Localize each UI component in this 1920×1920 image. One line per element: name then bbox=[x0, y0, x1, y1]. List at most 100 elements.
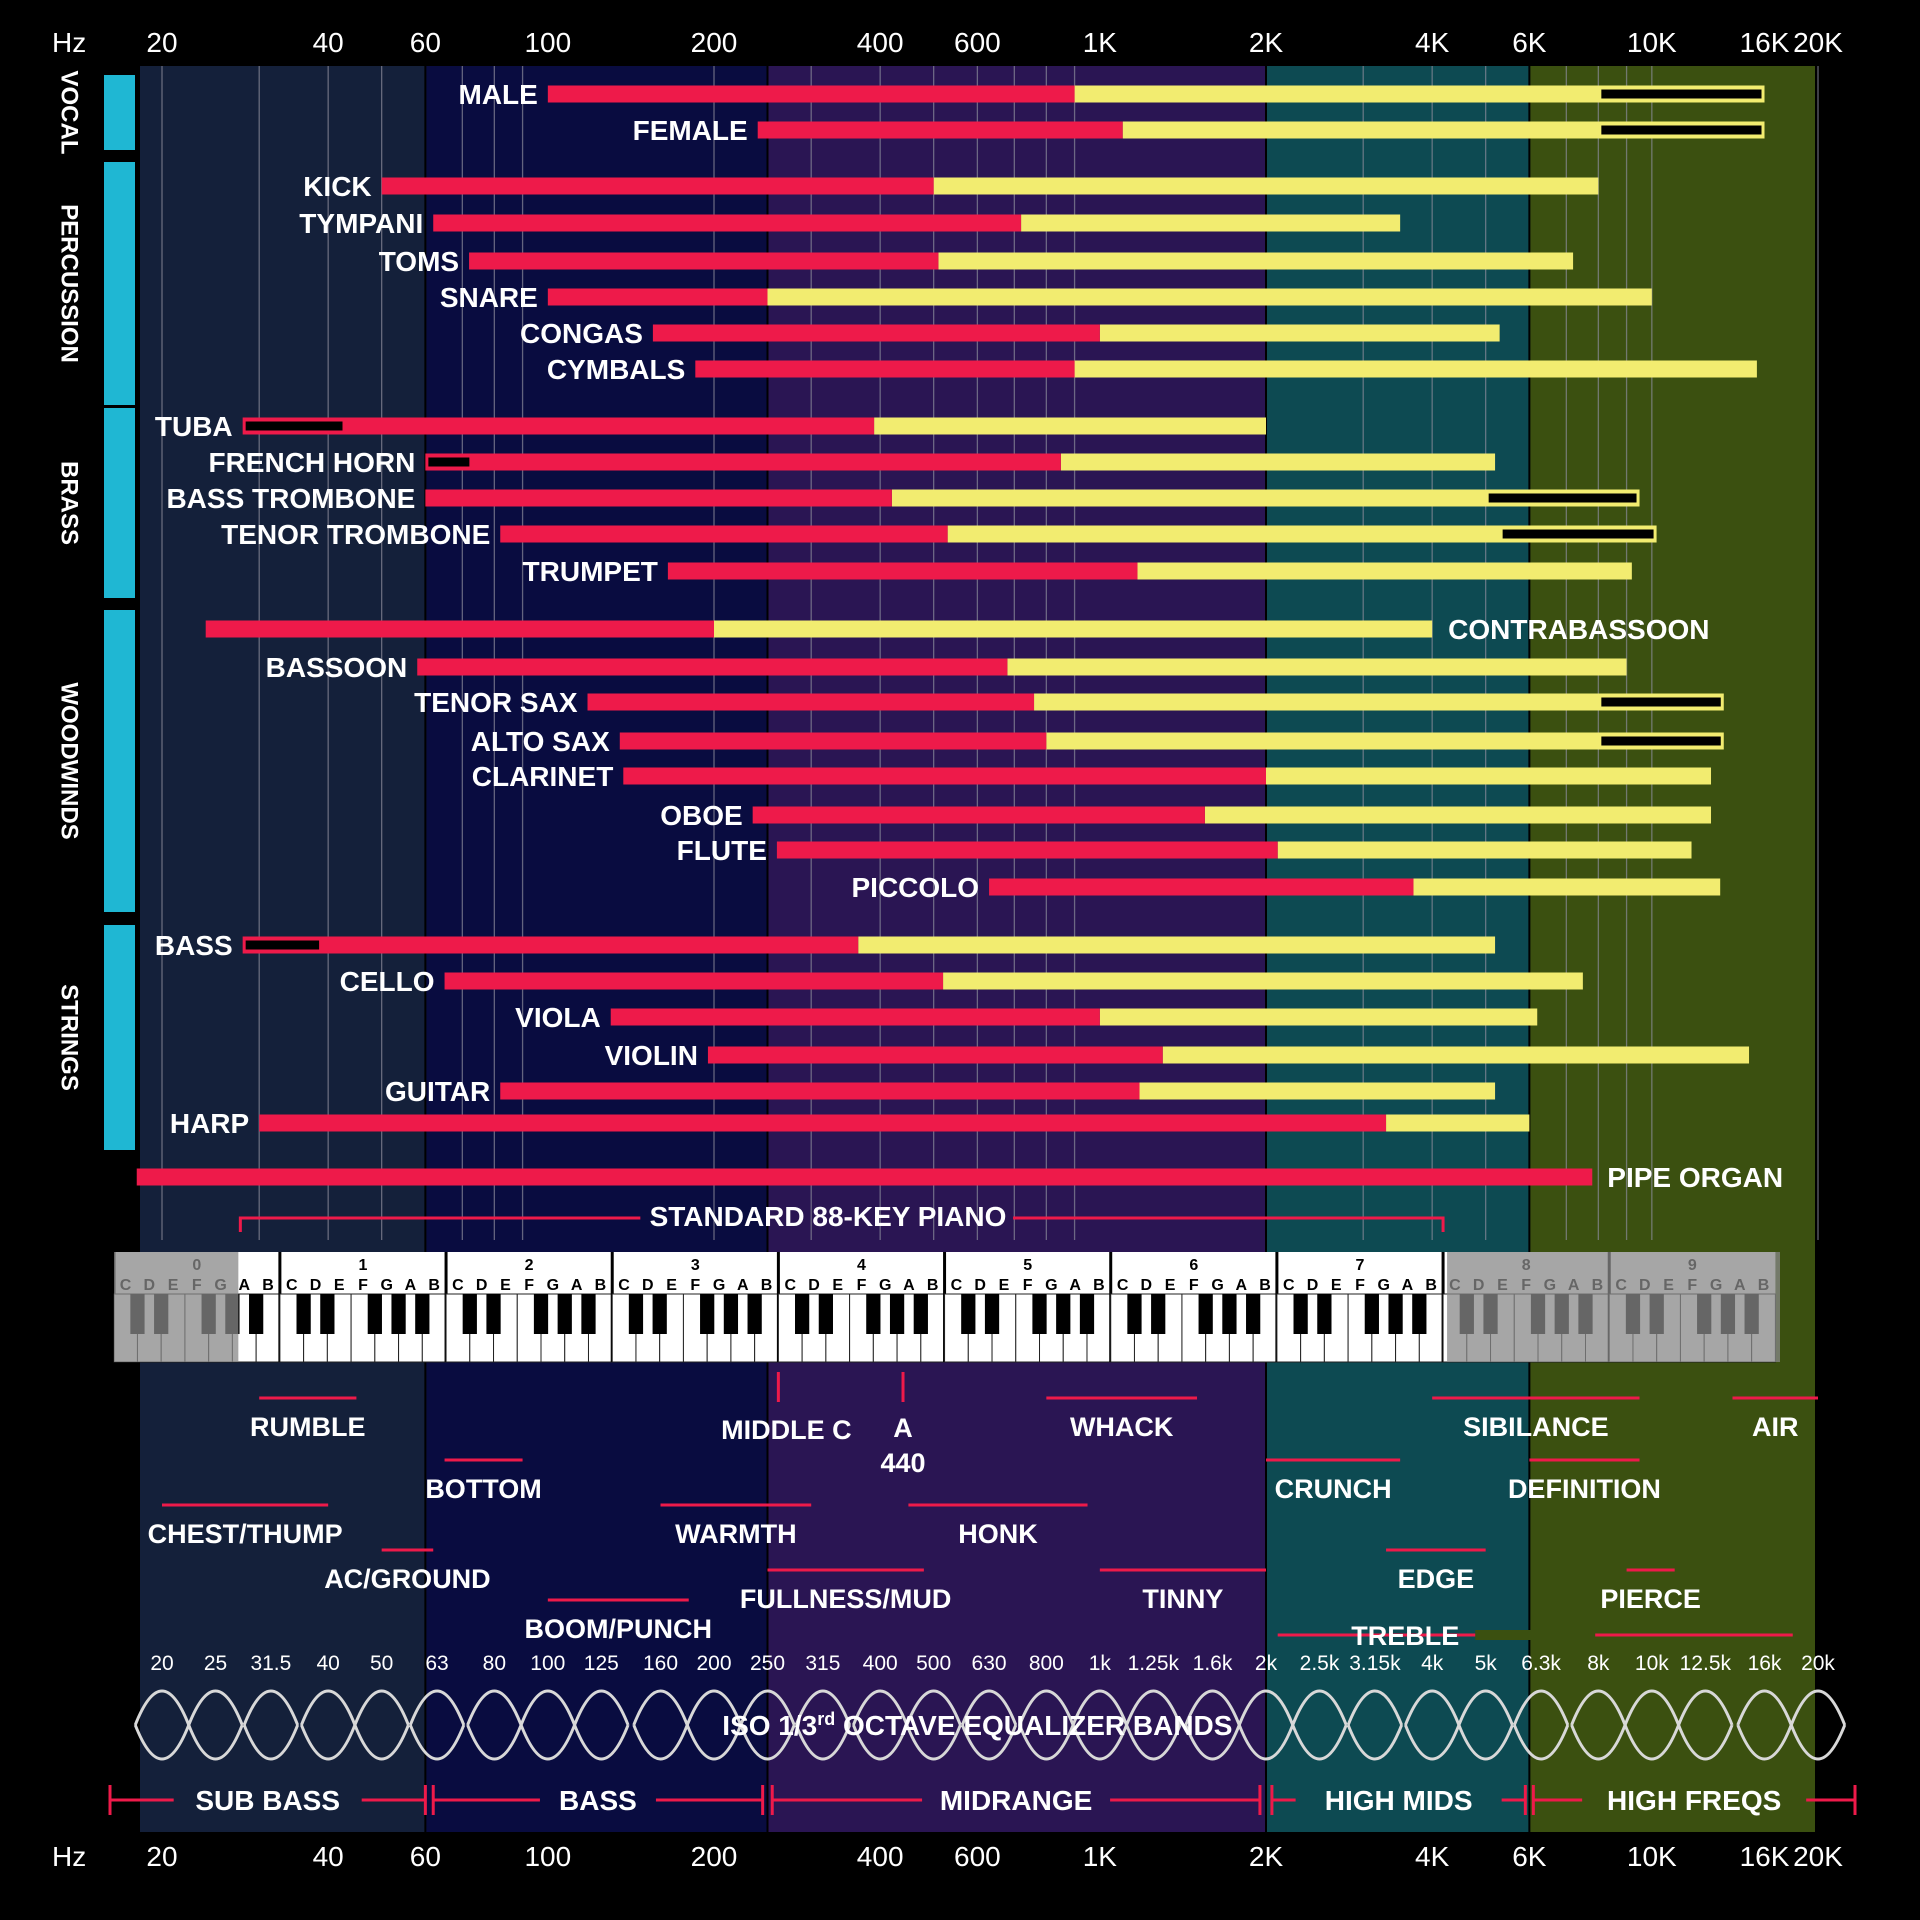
harmonics-bar bbox=[1074, 85, 1765, 103]
descriptor-honk: HONK bbox=[908, 1503, 1088, 1549]
black-key bbox=[533, 1294, 549, 1334]
category-label: STRINGS bbox=[56, 984, 83, 1091]
instrument-tenor-trombone: TENOR TROMBONE bbox=[221, 519, 1657, 550]
eq-band-label: 10k bbox=[1635, 1652, 1669, 1675]
octave-header bbox=[1110, 1252, 1277, 1294]
black-key bbox=[1364, 1294, 1379, 1334]
fundamental-bar bbox=[652, 324, 1100, 342]
bracket-sub-bass: SUB BASS bbox=[108, 1785, 427, 1816]
extended-range-bar bbox=[243, 419, 345, 433]
instrument-guitar: GUITAR bbox=[385, 1076, 1496, 1107]
descriptor-label: EDGE bbox=[1398, 1564, 1475, 1594]
octave-header bbox=[778, 1252, 945, 1294]
fundamental-bar bbox=[469, 252, 939, 270]
axis-unit-label-top: Hz bbox=[52, 27, 86, 58]
fundamental-bar bbox=[667, 562, 1138, 580]
harmonics-bar bbox=[891, 489, 1640, 507]
fundamental-bar bbox=[500, 525, 948, 543]
harmonics-bar bbox=[1139, 1082, 1496, 1100]
descriptor-label: AIR bbox=[1752, 1412, 1799, 1442]
eq-title-rest: OCTAVE EQUALIZER BANDS bbox=[835, 1710, 1232, 1741]
axis-tick-label: 2K bbox=[1249, 1841, 1284, 1872]
instrument-alto-sax: ALTO SAX bbox=[471, 726, 1724, 757]
harmonics-bar bbox=[1386, 1114, 1530, 1132]
axis-tick-label: 600 bbox=[954, 1841, 1001, 1872]
note-letter: D bbox=[1307, 1277, 1319, 1294]
fundamental-bar bbox=[547, 288, 768, 306]
fundamental-bar bbox=[381, 177, 934, 195]
octave-number: 1 bbox=[359, 1257, 368, 1274]
note-letter: B bbox=[1425, 1277, 1437, 1294]
note-letter: B bbox=[761, 1277, 773, 1294]
top-axis: Hz 20 40 60 100 200 400 600 1K 2K 4K 6K 10K 16K 20K bbox=[52, 27, 1843, 58]
instrument-kick: KICK bbox=[303, 171, 1599, 202]
fundamental-bar bbox=[695, 360, 1075, 378]
a440-label: A bbox=[893, 1413, 913, 1443]
note-letter: D bbox=[1141, 1277, 1153, 1294]
axis-tick-label: 4K bbox=[1415, 27, 1450, 58]
bracket-label: BASS bbox=[559, 1785, 637, 1816]
instrument-label: FLUTE bbox=[677, 835, 767, 866]
piano-bracket-right bbox=[1013, 1216, 1445, 1232]
descriptor-label: DEFINITION bbox=[1508, 1474, 1661, 1504]
instrument-label: TUBA bbox=[155, 411, 233, 442]
instrument-label: CELLO bbox=[340, 966, 435, 997]
note-letter: E bbox=[999, 1277, 1010, 1294]
octave-header bbox=[279, 1252, 447, 1294]
descriptor-label: CHEST/THUMP bbox=[148, 1519, 343, 1549]
instrument-label: TOMS bbox=[379, 246, 459, 277]
black-key bbox=[1079, 1294, 1095, 1334]
extended-range-bar bbox=[243, 938, 322, 952]
instrument-label: FEMALE bbox=[633, 115, 748, 146]
note-letter: G bbox=[879, 1277, 891, 1294]
instrument-label: CONGAS bbox=[520, 318, 643, 349]
instrument-male: MALE bbox=[459, 79, 1765, 110]
black-key bbox=[1246, 1294, 1261, 1334]
note-letter: B bbox=[428, 1277, 440, 1294]
harmonics-bar bbox=[933, 177, 1599, 195]
descriptor-label: TINNY bbox=[1142, 1584, 1223, 1614]
fundamental-bar bbox=[500, 1082, 1140, 1100]
eq-band-label: 315 bbox=[805, 1652, 840, 1675]
fundamental-bar bbox=[707, 1046, 1163, 1064]
black-key bbox=[628, 1294, 644, 1334]
instrument-label: SNARE bbox=[440, 282, 538, 313]
harmonics-bar bbox=[943, 972, 1583, 990]
eq-bands: 20 25 31.5 40 50 63 80 100 125 160 200 250 315 400 500… bbox=[133, 1652, 1847, 1761]
eq-band-label: 630 bbox=[972, 1652, 1007, 1675]
axis-tick-label: 10K bbox=[1627, 1841, 1677, 1872]
instrument-label: BASS bbox=[155, 930, 233, 961]
axis-tick-label: 60 bbox=[410, 27, 441, 58]
eq-band-label: 400 bbox=[863, 1652, 898, 1675]
instrument-female: FEMALE bbox=[633, 115, 1765, 146]
fundamental-bar bbox=[776, 841, 1278, 859]
black-key bbox=[391, 1294, 406, 1334]
extended-range-bar bbox=[1599, 734, 1723, 748]
black-key bbox=[1127, 1294, 1142, 1334]
range-brackets: SUB BASS BASS MIDRANGE HIGH MIDS HIGH FREQS bbox=[108, 1785, 1857, 1816]
black-key bbox=[367, 1294, 382, 1334]
piano-octave-7: 7 C D E F G A B bbox=[1275, 1252, 1444, 1363]
piano-octave-2: 2 C D E F G A B bbox=[444, 1252, 613, 1363]
descriptor-definition: DEFINITION bbox=[1508, 1458, 1661, 1504]
descriptor-label: AC/GROUND bbox=[324, 1564, 491, 1594]
instrument-bassoon: BASSOON bbox=[266, 652, 1627, 683]
instrument-cello: CELLO bbox=[340, 966, 1583, 997]
descriptor-label: BOTTOM bbox=[425, 1474, 542, 1504]
harmonics-bar bbox=[1099, 324, 1500, 342]
category-sidebar: VOCAL PERCUSSION BRASS WOODWINDS STRINGS bbox=[56, 71, 135, 1150]
axis-tick-label: 1K bbox=[1083, 27, 1118, 58]
fundamental-bar bbox=[242, 417, 875, 435]
instrument-label: CONTRABASSOON bbox=[1448, 614, 1709, 645]
fundamental-bar bbox=[619, 732, 1047, 750]
bracket-midrange: MIDRANGE bbox=[770, 1785, 1262, 1816]
note-letter: A bbox=[1236, 1277, 1248, 1294]
eq-band-label: 63 bbox=[425, 1652, 448, 1675]
note-letter: F bbox=[358, 1277, 368, 1294]
axis-tick-label: 40 bbox=[313, 27, 344, 58]
black-key bbox=[415, 1294, 430, 1334]
descriptor-warmth: WARMTH bbox=[660, 1503, 812, 1549]
axis-tick-label: 10K bbox=[1627, 27, 1677, 58]
axis-tick-label: 20K bbox=[1793, 27, 1843, 58]
instrument-label: ALTO SAX bbox=[471, 726, 610, 757]
